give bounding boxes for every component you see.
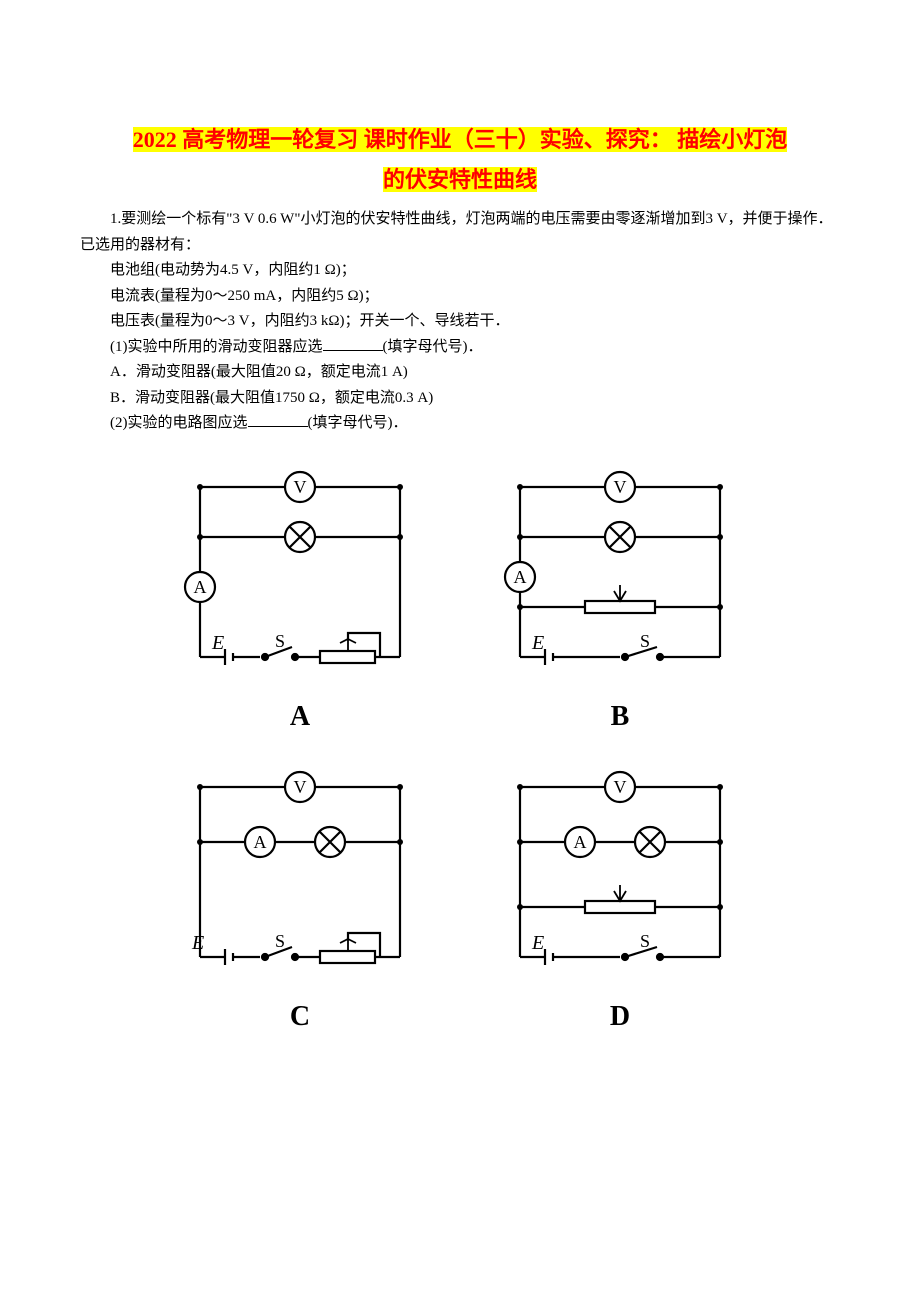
question-1: (1)实验中所用的滑动变阻器应选 (填字母代号)． — [80, 335, 840, 361]
svg-text:V: V — [614, 477, 627, 497]
svg-text:E: E — [531, 632, 544, 654]
blank-2 — [248, 412, 308, 427]
label-d: D — [610, 1001, 630, 1033]
svg-text:S: S — [275, 931, 285, 951]
label-a: A — [290, 701, 310, 733]
svg-text:V: V — [614, 777, 627, 797]
diagram-a: V A E — [170, 457, 430, 733]
label-c: C — [290, 1001, 310, 1033]
diagram-b: V A — [490, 457, 750, 733]
svg-text:A: A — [194, 577, 207, 597]
title-line-1: 2022 高考物理一轮复习 课时作业（三十）实验、探究： 描绘小灯泡 — [133, 127, 788, 152]
svg-text:A: A — [514, 567, 527, 587]
q1-text-a: (1)实验中所用的滑动变阻器应选 — [110, 339, 323, 355]
q1-text-b: (填字母代号)． — [383, 339, 483, 355]
label-b: B — [611, 701, 630, 733]
page-title: 2022 高考物理一轮复习 课时作业（三十）实验、探究： 描绘小灯泡 的伏安特性… — [80, 120, 840, 199]
svg-text:A: A — [574, 832, 587, 852]
question-2: (2)实验的电路图应选 (填字母代号)． — [80, 411, 840, 437]
svg-text:E: E — [211, 632, 224, 654]
svg-text:V: V — [294, 777, 307, 797]
row-1: V A E — [170, 457, 750, 733]
svg-text:E: E — [191, 932, 204, 954]
item-battery: 电池组(电动势为4.5 V，内阻约1 Ω)； — [80, 258, 840, 284]
option-a: A．滑动变阻器(最大阻值20 Ω，额定电流1 A) — [80, 360, 840, 386]
diagram-d: V A E — [490, 757, 750, 1033]
q-intro: 1.要测绘一个标有"3 V 0.6 W"小灯泡的伏安特性曲线，灯泡两端的电压需要… — [80, 207, 840, 258]
svg-text:E: E — [531, 932, 544, 954]
svg-text:S: S — [275, 631, 285, 651]
title-line-2: 的伏安特性曲线 — [383, 167, 537, 192]
svg-text:S: S — [640, 631, 650, 651]
item-ammeter: 电流表(量程为0～250 mA，内阻约5 Ω)； — [80, 284, 840, 310]
diagram-c: V A E — [170, 757, 430, 1033]
q2-text-b: (填字母代号)． — [308, 415, 408, 431]
item-voltmeter: 电压表(量程为0～3 V，内阻约3 kΩ)；开关一个、导线若干． — [80, 309, 840, 335]
svg-text:S: S — [640, 931, 650, 951]
q2-text-a: (2)实验的电路图应选 — [110, 415, 248, 431]
question-body: 1.要测绘一个标有"3 V 0.6 W"小灯泡的伏安特性曲线，灯泡两端的电压需要… — [80, 207, 840, 437]
option-b: B．滑动变阻器(最大阻值1750 Ω，额定电流0.3 A) — [80, 386, 840, 412]
circuit-diagrams: V A E — [80, 457, 840, 1033]
svg-text:A: A — [254, 832, 267, 852]
svg-text:V: V — [294, 477, 307, 497]
blank-1 — [323, 336, 383, 351]
row-2: V A E — [170, 757, 750, 1033]
